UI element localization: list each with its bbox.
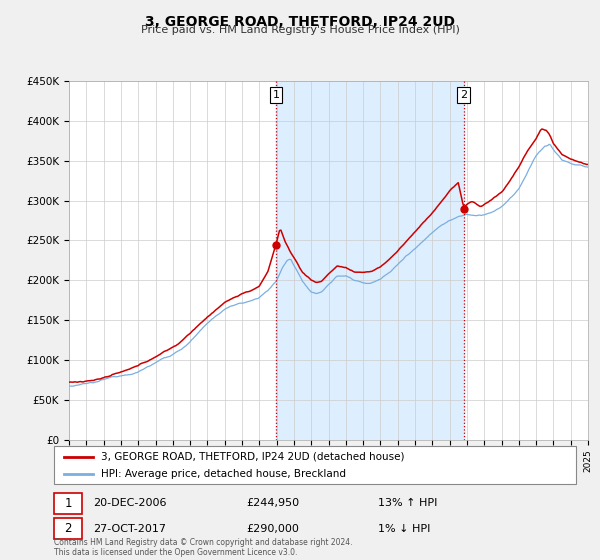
Text: 1: 1 — [64, 497, 72, 510]
Text: £290,000: £290,000 — [246, 524, 299, 534]
Text: 1% ↓ HPI: 1% ↓ HPI — [378, 524, 430, 534]
Text: 2: 2 — [64, 522, 72, 535]
Text: 13% ↑ HPI: 13% ↑ HPI — [378, 498, 437, 508]
Text: Price paid vs. HM Land Registry's House Price Index (HPI): Price paid vs. HM Land Registry's House … — [140, 25, 460, 35]
Text: 1: 1 — [272, 90, 280, 100]
Text: 27-OCT-2017: 27-OCT-2017 — [93, 524, 166, 534]
Text: 3, GEORGE ROAD, THETFORD, IP24 2UD (detached house): 3, GEORGE ROAD, THETFORD, IP24 2UD (deta… — [101, 451, 404, 461]
Text: Contains HM Land Registry data © Crown copyright and database right 2024.
This d: Contains HM Land Registry data © Crown c… — [54, 538, 353, 557]
Bar — [276, 81, 464, 440]
Text: £244,950: £244,950 — [246, 498, 299, 508]
Text: 20-DEC-2006: 20-DEC-2006 — [93, 498, 167, 508]
Text: 2: 2 — [460, 90, 467, 100]
Text: HPI: Average price, detached house, Breckland: HPI: Average price, detached house, Brec… — [101, 469, 346, 479]
Text: 3, GEORGE ROAD, THETFORD, IP24 2UD: 3, GEORGE ROAD, THETFORD, IP24 2UD — [145, 15, 455, 29]
